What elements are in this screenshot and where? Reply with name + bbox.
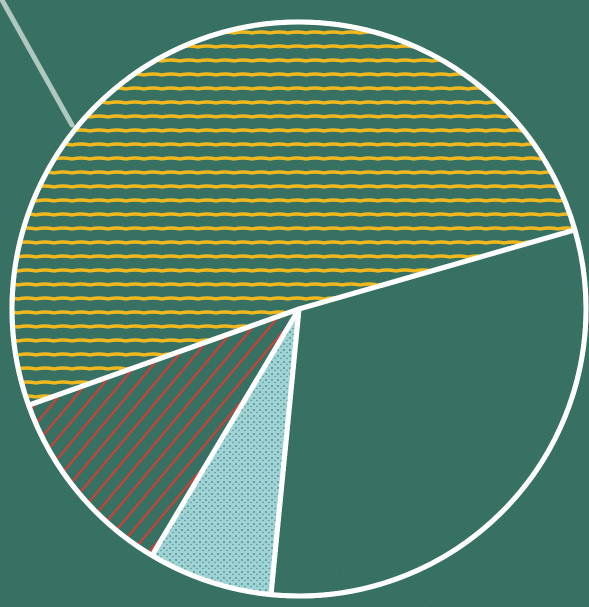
chalk-stray-line bbox=[0, 0, 75, 128]
pie-outline bbox=[9, 19, 589, 599]
